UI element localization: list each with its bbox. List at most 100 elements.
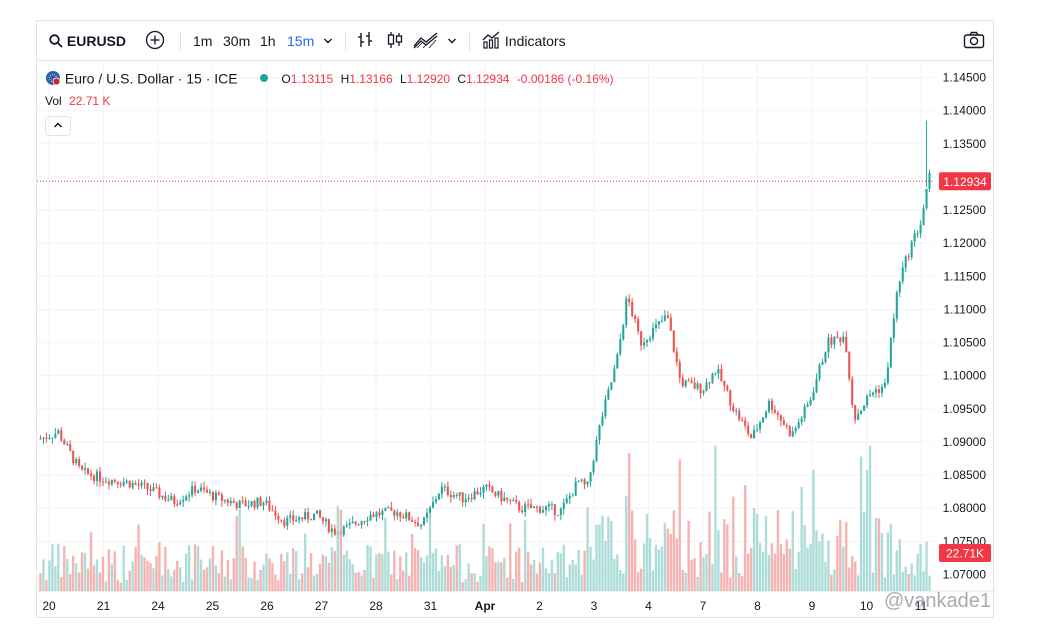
symbol-search[interactable]: EURUSD [49,30,126,52]
volume-bar [604,540,607,591]
volume-bar [223,576,227,591]
indicators-button[interactable]: Indicators [481,30,566,52]
volume-bar [574,564,577,591]
volume-bar [306,567,310,591]
volume-bar [910,563,913,591]
compare-button[interactable] [145,30,165,52]
y-tick-label: 1.07000 [943,567,987,581]
volume-bar [303,533,307,591]
candle [87,468,90,474]
interval-1h[interactable]: 1h [260,33,276,49]
volume-bar [413,548,417,591]
volume-bar [83,553,87,591]
volume-bar [300,573,304,591]
price-chart[interactable]: 1.145001.140001.135001.130001.125001.120… [37,61,995,617]
chart-type-dropdown[interactable] [447,30,457,52]
volume-bar [241,546,244,591]
area-style-button[interactable] [413,30,439,52]
bar-style-button[interactable] [355,30,375,52]
volume-bar [577,550,580,591]
candle [226,499,229,504]
volume-bar [654,544,658,591]
candle [488,484,491,487]
open-label: O [281,71,291,86]
x-tick-label: 28 [369,599,383,613]
volume-bar [348,559,351,591]
candle [217,492,220,495]
volume-bar [220,550,224,591]
volume-bar [330,547,334,591]
candle [437,493,440,500]
candle [298,517,301,521]
volume-bar [229,579,232,591]
volume-bar [735,556,738,591]
volume-bar [202,569,206,591]
x-tick-label: 26 [260,599,274,613]
candle [779,415,782,421]
volume-bar [803,524,806,591]
volume-bar [101,556,105,591]
candle [637,318,640,332]
volume-bar [253,561,256,591]
candle [149,489,152,492]
candle [604,399,607,417]
candle [122,482,125,486]
volume-bar [874,517,878,591]
candle [411,520,414,522]
candle [310,519,313,521]
candle [247,505,250,507]
volume-bar [797,551,800,591]
interval-1m[interactable]: 1m [193,33,213,49]
volume-bar [553,573,557,591]
candle [75,459,78,464]
candle [167,499,170,501]
candle [669,317,672,331]
volume-bar [407,575,411,591]
y-tick-label: 1.12000 [943,236,987,250]
candle [84,468,87,470]
snapshot-button[interactable] [963,30,985,52]
volume-bar [907,573,910,591]
candle [363,521,366,523]
x-tick-label: 7 [700,599,707,613]
candle [530,504,533,509]
volume-bar [238,509,241,591]
volume-bar [830,574,833,591]
candle-style-button[interactable] [385,30,405,52]
candle [654,324,658,329]
volume-bar [369,546,372,591]
candle [113,479,116,482]
candle [877,389,881,393]
candle [176,503,179,505]
candle [173,496,176,504]
volume-bar [764,515,768,591]
candle [800,418,803,423]
collapse-legend-button[interactable] [45,116,71,136]
candle [408,512,411,521]
candle [482,486,485,493]
candle [321,517,324,522]
candle [205,489,209,493]
volume-bar [405,552,408,591]
volume-bar [743,484,747,591]
volume-bar [839,520,842,591]
interval-30m[interactable]: 30m [223,33,251,49]
volume-bar [158,542,161,591]
interval-15m[interactable]: 15m [287,33,315,49]
candle [866,396,869,406]
volume-bar [580,574,583,591]
volume-bar [836,536,839,591]
volume-bar [446,554,450,591]
x-tick-label: 27 [315,599,329,613]
volume-bar [821,533,824,591]
y-tick-label: 1.10000 [943,369,987,383]
volume-label: Vol [45,94,62,108]
volume-bar [357,571,360,591]
volume-bar [755,513,759,591]
candle [678,362,681,378]
volume-bar [57,543,60,591]
candle [54,433,57,438]
interval-dropdown[interactable] [323,30,333,52]
volume-bar [182,581,185,591]
x-tick-label: Apr [475,599,496,613]
